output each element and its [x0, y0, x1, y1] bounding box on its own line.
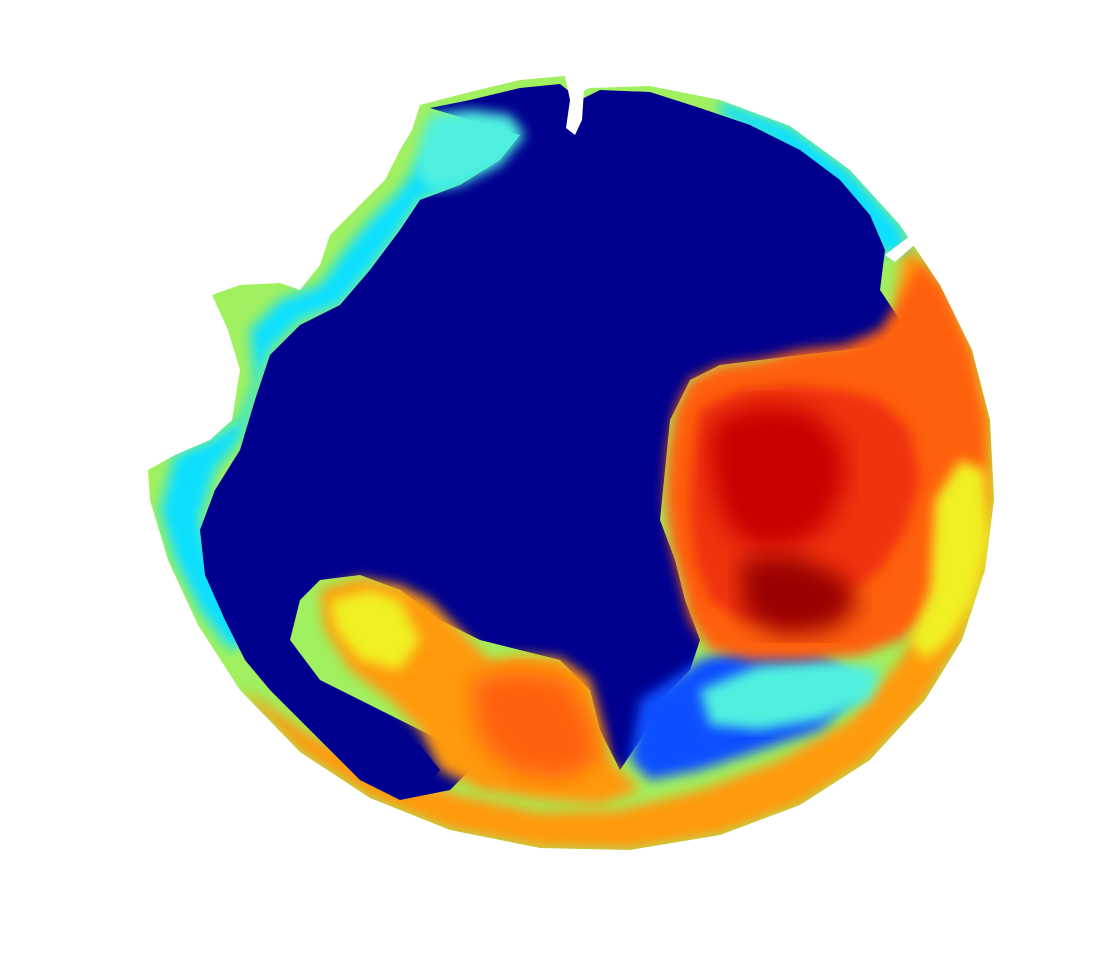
- cyan-zone-bottom: [700, 660, 880, 730]
- blue-pocket: [380, 740, 440, 790]
- yellow-rim-right: [910, 460, 990, 660]
- dark-red-core-right: [710, 405, 845, 550]
- cyan-patch-top-left: [415, 110, 525, 190]
- deepest-red-core-right: [740, 555, 860, 635]
- data-gap-top: [565, 76, 585, 135]
- orange-core-bottom: [470, 670, 600, 780]
- blue-pocket: [300, 690, 380, 750]
- data-gap-right: [885, 232, 920, 262]
- deep-blue-region: [200, 84, 900, 800]
- yellow-zone-bottom: [330, 590, 420, 670]
